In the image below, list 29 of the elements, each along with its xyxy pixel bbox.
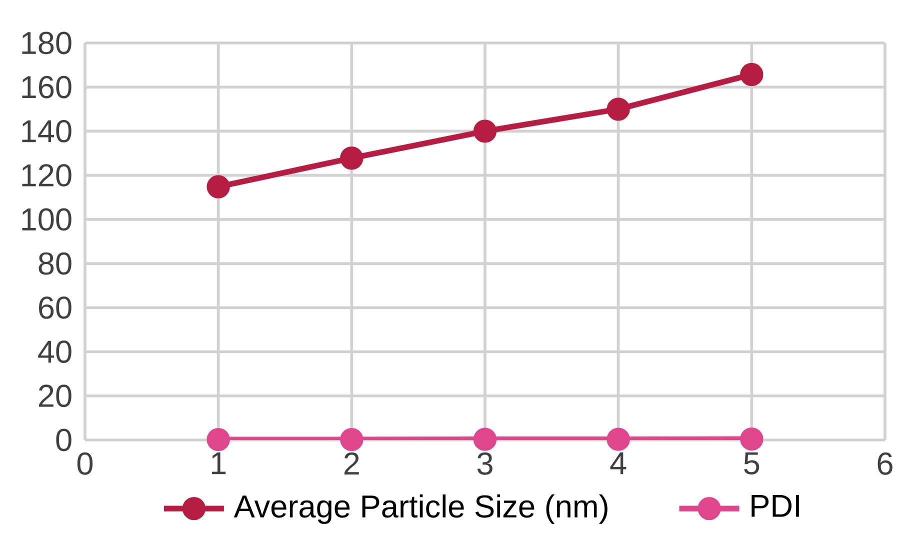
y-tick-label: 20 (39, 384, 72, 408)
x-tick-label: 3 (477, 452, 492, 475)
y-tick-label: 140 (22, 120, 72, 142)
x-tick-label: 4 (610, 452, 626, 474)
x-tick-label: 1 (212, 452, 226, 474)
x-tick-label: 0 (77, 452, 93, 475)
x-tick-label: 5 (744, 452, 760, 474)
y-tick-label: 80 (38, 252, 72, 275)
point (340, 146, 364, 170)
point (473, 120, 497, 143)
y-tick-label: 120 (22, 164, 72, 187)
x-tick-label: 2 (344, 452, 359, 474)
legend-label: Average Particle Size (nm) (234, 494, 608, 524)
point (606, 98, 630, 121)
point (473, 428, 497, 451)
x-tick-label: 6 (878, 452, 892, 475)
y-tick-label: 160 (22, 76, 72, 98)
y-tick-label: 0 (56, 428, 72, 452)
point (740, 428, 764, 451)
y-tick-label: 180 (22, 32, 72, 54)
y-tick-label: 60 (39, 296, 72, 319)
legend-label: PDI (752, 495, 799, 517)
point (340, 428, 364, 452)
point (740, 62, 764, 86)
point (606, 428, 630, 451)
y-tick-label: 40 (38, 340, 72, 363)
point (206, 428, 230, 452)
point (206, 175, 230, 198)
y-tick-label: 100 (22, 208, 72, 231)
